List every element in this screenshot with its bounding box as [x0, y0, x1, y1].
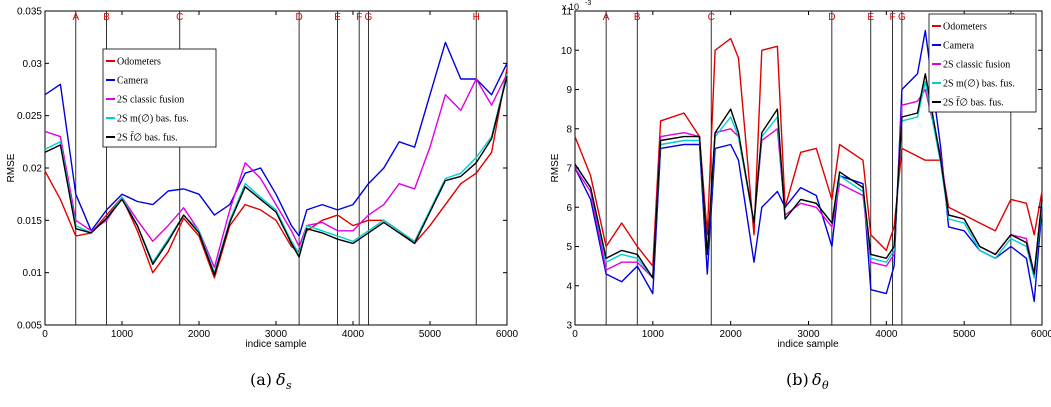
event-label-g: G: [365, 12, 373, 23]
x-tick-label: 3000: [797, 329, 820, 340]
panel-a-caption-symbol: δ: [276, 370, 286, 389]
panel-a-ticks: 0 1000 2000 3000 4000 5000 6000 0.005 0.01 0.015 0…: [17, 7, 519, 341]
legend-label-3: 2S m(∅) bas. fus.: [117, 114, 189, 125]
series-line-4: [574, 73, 1043, 279]
y-tick-label: 6: [566, 203, 572, 214]
event-label-g: G: [898, 12, 906, 23]
panel-b-multiplier-base: x 10: [562, 2, 579, 12]
series-line-1: [44, 41, 508, 237]
series-line-4: [44, 75, 508, 276]
series-line-0: [574, 37, 1043, 267]
legend-label-3: 2S m(∅) bas. fus.: [943, 79, 1015, 90]
event-label-h: H: [473, 12, 480, 23]
y-tick-label: 0.015: [17, 216, 42, 227]
y-tick-label: 0.025: [17, 111, 42, 122]
panel-a-caption-subscript: s: [286, 379, 292, 392]
event-label-b: B: [103, 12, 110, 23]
panel-a-caption-prefix: (a): [250, 370, 272, 389]
panel-b-ticks: 0 1000 2000 3000 4000 5000 6000 3 4 5 6 7 8 9 10 11: [561, 7, 1051, 341]
event-label-a: A: [72, 12, 79, 23]
event-label-f: F: [356, 12, 362, 23]
x-tick-label: 6000: [1031, 329, 1051, 340]
panel-a-ylabel: RMSE: [6, 153, 17, 182]
y-tick-label: 5: [566, 242, 572, 253]
event-label-e: E: [334, 12, 341, 23]
legend-label-4: 2S f̄∅ bas. fus.: [117, 131, 178, 143]
legend-label-4: 2S f̄∅ bas. fus.: [943, 96, 1004, 108]
x-tick-label: 5000: [419, 329, 442, 340]
panel-b-xlabel: indice sample: [777, 339, 839, 350]
legend-label-2: 2S classic fusion: [117, 95, 184, 106]
x-tick-label: 4000: [875, 329, 898, 340]
y-tick-label: 11: [562, 7, 573, 18]
panel-b-caption-prefix: (b): [786, 370, 809, 389]
event-label-c: C: [708, 12, 715, 23]
y-tick-label: 8: [566, 124, 572, 135]
legend-box: [102, 48, 217, 148]
panel-b-caption-symbol: δ: [812, 370, 822, 389]
panel-b-y-multiplier: x 10 -3: [562, 0, 591, 12]
y-tick-label: 9: [566, 85, 572, 96]
panel-b-multiplier-exp: -3: [585, 0, 591, 7]
panel-a-xlabel: indice sample: [245, 339, 307, 350]
x-tick-label: 3000: [265, 329, 288, 340]
event-label-f: F: [890, 12, 896, 23]
x-tick-label: 2000: [188, 329, 211, 340]
x-tick-label: 0: [42, 329, 48, 340]
x-tick-label: 2000: [720, 329, 743, 340]
legend-label-0: Odometers: [943, 22, 987, 33]
y-tick-label: 0.03: [23, 59, 43, 70]
legend-label-2: 2S classic fusion: [943, 60, 1010, 71]
legend-label-1: Camera: [117, 76, 149, 87]
y-tick-label: 0.005: [17, 321, 42, 332]
x-tick-label: 4000: [342, 329, 365, 340]
y-tick-label: 7: [566, 164, 572, 175]
y-tick-label: 4: [566, 281, 572, 292]
x-tick-label: 6000: [496, 329, 519, 340]
legend-label-1: Camera: [943, 41, 975, 52]
y-tick-label: 0.01: [23, 268, 43, 279]
x-tick-label: 1000: [111, 329, 134, 340]
event-label-e: E: [867, 12, 874, 23]
event-label-c: C: [176, 12, 183, 23]
x-tick-label: 1000: [642, 329, 665, 340]
y-tick-label: 0.02: [23, 164, 43, 175]
event-label-d: D: [295, 12, 302, 23]
panel-b-ylabel: RMSE: [550, 153, 561, 182]
event-label-a: A: [603, 12, 610, 23]
y-tick-label: 3: [566, 321, 572, 332]
panel-b-caption: (b) δ θ: [786, 370, 829, 392]
series-line-3: [44, 73, 508, 274]
panel-a-caption: (a) δ s: [250, 370, 292, 392]
legend-box: [928, 13, 1037, 113]
event-label-b: B: [634, 12, 641, 23]
x-tick-label: 5000: [953, 329, 976, 340]
panel-a-series-lines: [44, 41, 508, 279]
panel-b-series-lines: [574, 29, 1043, 303]
panel-b-caption-subscript: θ: [822, 379, 829, 392]
panel-a-legend: Odometers Camera 2S classic fusion 2S m(∅) …: [102, 48, 217, 148]
y-tick-label: 10: [561, 46, 573, 57]
x-tick-label: 0: [572, 329, 578, 340]
y-tick-label: 0.035: [17, 7, 42, 18]
panel-b-legend: Odometers Camera 2S classic fusion 2S m(∅) …: [928, 13, 1037, 113]
legend-label-0: Odometers: [117, 57, 161, 68]
event-label-d: D: [828, 12, 835, 23]
